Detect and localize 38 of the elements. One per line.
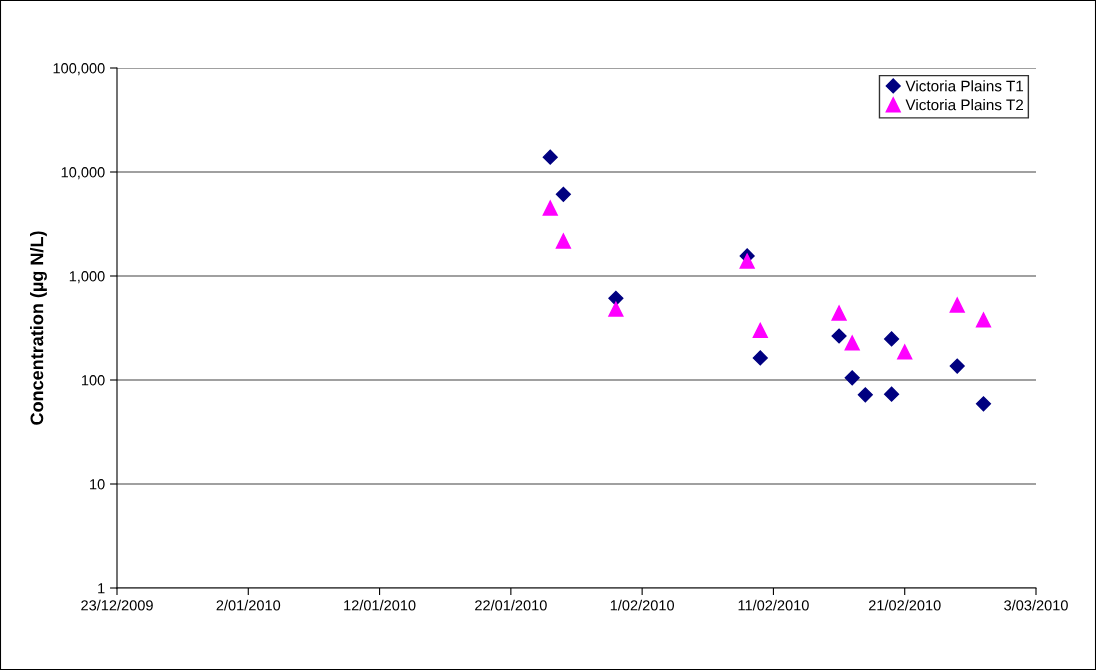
point	[897, 344, 913, 360]
point	[739, 253, 755, 269]
point	[844, 370, 860, 386]
y-tick-label: 100	[81, 375, 105, 386]
point	[752, 350, 768, 366]
y-tick-label: 10,000	[61, 167, 105, 180]
x-tick-label: 1/02/2010	[610, 599, 675, 611]
point	[857, 387, 873, 403]
point	[831, 328, 847, 344]
x-tick-label: 3/03/2010	[1004, 599, 1068, 611]
y-tick-label: 100,000	[53, 63, 105, 76]
point	[975, 312, 992, 328]
y-tick-label: 1	[98, 583, 105, 594]
x-tick-label: 23/12/2009	[81, 599, 153, 611]
x-tick-label: 11/02/2010	[738, 599, 809, 611]
point	[884, 386, 900, 402]
point	[975, 396, 992, 412]
y-axis-title: Concentration (µg N/L)	[30, 231, 47, 425]
point	[844, 335, 860, 351]
x-tick-label: 22/01/2010	[475, 599, 547, 611]
point	[542, 149, 558, 165]
y-tick-label: 1,000	[69, 271, 105, 284]
point	[949, 358, 965, 374]
point	[608, 301, 624, 317]
point	[831, 305, 847, 321]
x-tick-label: 12/01/2010	[344, 599, 416, 611]
point	[608, 290, 624, 306]
point	[884, 331, 900, 347]
point	[555, 233, 572, 249]
point	[949, 297, 965, 313]
x-tick-label: 2/01/2010	[216, 599, 281, 611]
point	[555, 186, 571, 202]
x-tick-label: 21/02/2010	[868, 599, 941, 611]
y-tick-label: 10	[90, 479, 105, 490]
point	[752, 322, 768, 339]
point	[542, 200, 558, 216]
legend-label: Victoria Plains T1	[905, 80, 1024, 92]
legend-label: Victoria Plains T2	[905, 99, 1024, 111]
